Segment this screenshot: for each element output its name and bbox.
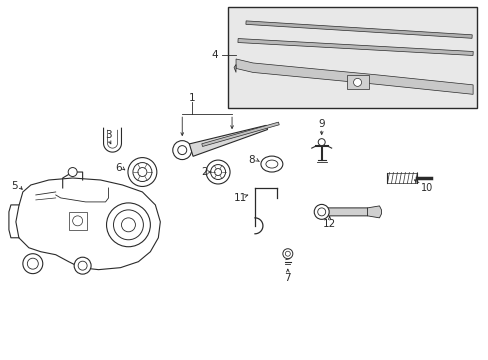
- Text: 2: 2: [201, 167, 207, 177]
- Circle shape: [172, 141, 191, 159]
- Bar: [346, 75, 368, 89]
- Circle shape: [106, 203, 150, 247]
- Circle shape: [353, 78, 361, 86]
- Circle shape: [317, 208, 325, 216]
- Text: 3: 3: [105, 130, 112, 140]
- Circle shape: [178, 146, 186, 154]
- Bar: [68, 212, 86, 230]
- Text: 7: 7: [284, 273, 290, 283]
- Circle shape: [128, 158, 157, 186]
- Circle shape: [133, 163, 152, 181]
- Circle shape: [121, 218, 135, 232]
- Polygon shape: [238, 39, 472, 55]
- Polygon shape: [189, 125, 267, 156]
- Circle shape: [206, 160, 229, 184]
- Circle shape: [68, 167, 77, 176]
- Text: 12: 12: [323, 219, 336, 229]
- Ellipse shape: [265, 160, 277, 168]
- Circle shape: [314, 204, 328, 219]
- Text: 10: 10: [420, 183, 432, 193]
- Polygon shape: [234, 64, 236, 72]
- Polygon shape: [327, 208, 369, 216]
- Circle shape: [138, 167, 146, 176]
- Text: 5: 5: [12, 181, 18, 191]
- Circle shape: [27, 258, 38, 269]
- Text: 1: 1: [188, 93, 195, 103]
- Polygon shape: [245, 21, 471, 38]
- Text: 11: 11: [233, 193, 246, 203]
- Ellipse shape: [261, 156, 282, 172]
- Circle shape: [23, 254, 42, 274]
- Circle shape: [285, 251, 290, 256]
- Circle shape: [74, 257, 91, 274]
- Circle shape: [210, 165, 225, 180]
- Circle shape: [282, 249, 292, 259]
- Circle shape: [113, 210, 143, 240]
- Polygon shape: [236, 59, 472, 94]
- Bar: [227, 7, 476, 108]
- Polygon shape: [16, 178, 160, 270]
- Text: 6: 6: [115, 163, 122, 173]
- Polygon shape: [202, 122, 279, 147]
- Text: 9: 9: [318, 119, 325, 129]
- Polygon shape: [367, 206, 381, 218]
- Circle shape: [318, 139, 325, 146]
- Text: 8: 8: [248, 155, 255, 165]
- Circle shape: [214, 168, 221, 176]
- Circle shape: [73, 216, 82, 226]
- Circle shape: [78, 261, 87, 270]
- Text: 4: 4: [211, 50, 218, 60]
